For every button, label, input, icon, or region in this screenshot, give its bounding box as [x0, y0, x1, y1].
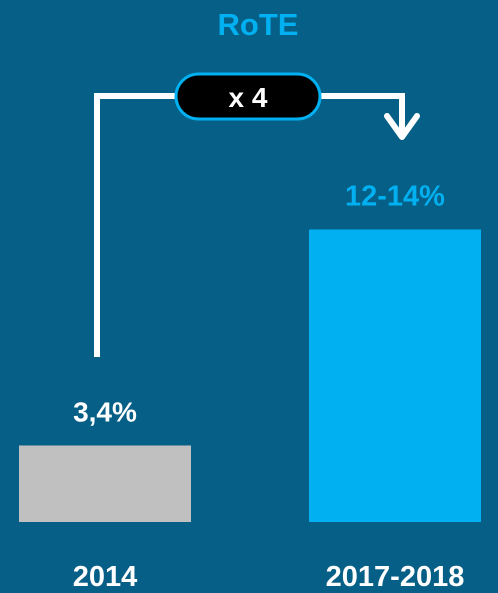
- value-labels: 3,4% 12-14%: [73, 181, 445, 428]
- value-label-2017-2018: 12-14%: [345, 181, 445, 213]
- chart-title: RoTE: [218, 7, 299, 42]
- growth-arrow-head: [384, 113, 420, 140]
- category-label-2017-2018: 2017-2018: [326, 561, 465, 593]
- multiplier-badge: [174, 72, 322, 121]
- multiplier-label: x 4: [229, 82, 268, 113]
- x-axis-tick-labels: 2014 2017-2018: [73, 561, 465, 593]
- bar-2017-2018: [309, 229, 481, 522]
- category-label-2014: 2014: [73, 561, 138, 593]
- growth-arrow-connector: [94, 93, 405, 357]
- bar-series: [19, 229, 481, 522]
- value-label-2014: 3,4%: [73, 397, 137, 428]
- bar-2014: [19, 445, 191, 522]
